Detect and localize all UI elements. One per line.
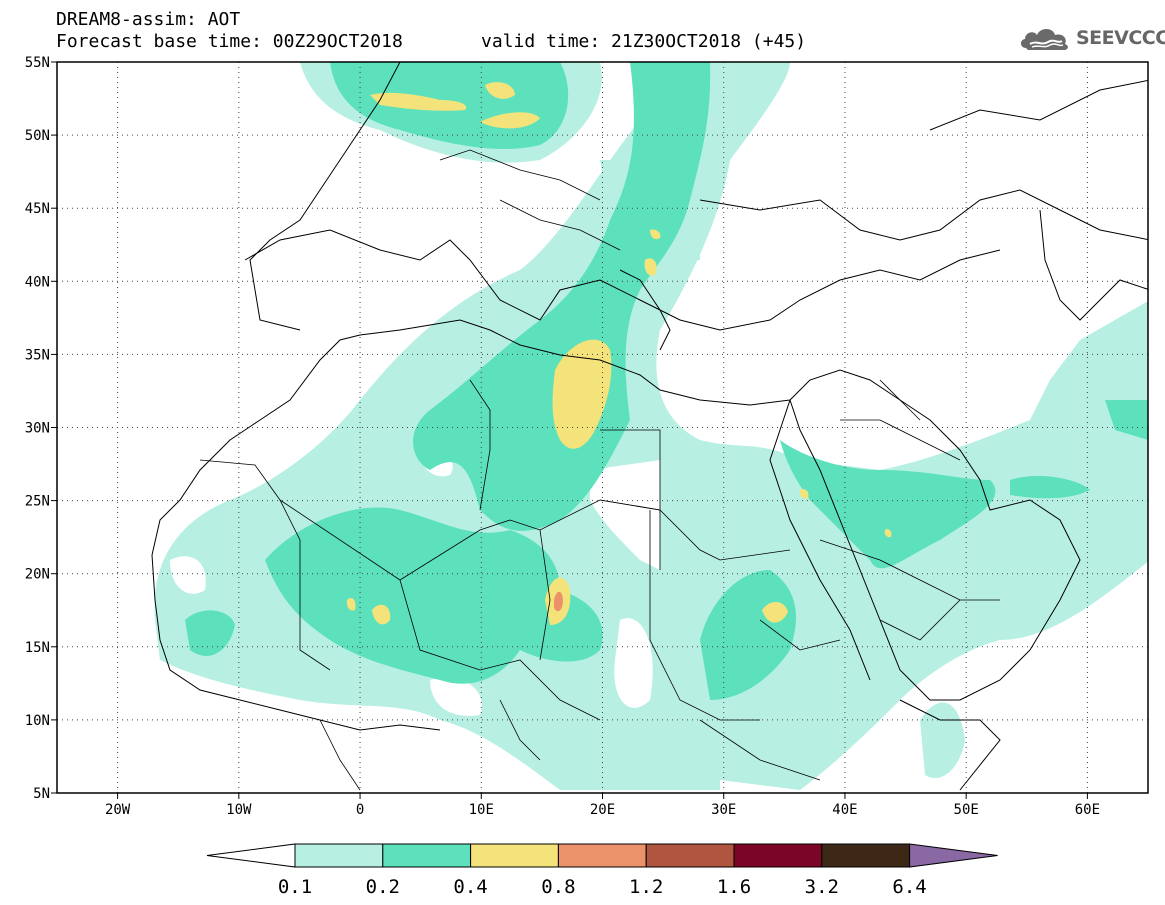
aot-level-0.8 (554, 591, 563, 612)
lon-tick-label: 30E (711, 802, 736, 818)
lat-tick-label: 45N (25, 201, 50, 217)
colorbar-label: 0.8 (541, 876, 575, 898)
seevccc-logo: SEEVCCC (1018, 24, 1165, 52)
title-line1: DREAM8-assim: AOT (56, 9, 241, 30)
colorbar: 0.1 0.2 0.4 0.8 1.2 1.6 3.2 6.4 (206, 843, 998, 898)
colorbar-segment (557, 843, 647, 868)
colorbar-segment (470, 843, 559, 868)
latitude-labels: 55N 50N 45N 40N 35N 30N 25N 20N 15N 10N 5N (25, 55, 57, 802)
forecast-base-time: Forecast base time: 00Z29OCT2018 (56, 31, 403, 52)
lat-tick-label: 35N (25, 347, 50, 363)
colorbar-arrow-low (206, 843, 296, 868)
lon-tick-label: 10E (469, 802, 494, 818)
coastlines (151, 62, 1148, 791)
lat-tick-label: 5N (33, 786, 50, 802)
lon-tick-label: 20E (590, 802, 615, 818)
colorbar-label: 6.4 (892, 876, 926, 898)
lat-tick-label: 10N (25, 713, 50, 729)
lat-tick-label: 15N (25, 640, 50, 656)
colorbar-segment (645, 843, 735, 868)
lon-tick-label: 20W (105, 802, 131, 818)
aot-clear-areas (170, 416, 830, 790)
lat-tick-label: 50N (25, 128, 50, 144)
lon-tick-label: 60E (1075, 802, 1100, 818)
valid-time: valid time: 21Z30OCT2018 (+45) (481, 31, 807, 52)
colorbar-label: 3.2 (805, 876, 839, 898)
lat-tick-label: 25N (25, 494, 50, 510)
colorbar-label: 1.6 (717, 876, 751, 898)
colorbar-segment (294, 843, 384, 868)
lon-tick-label: 10W (226, 802, 252, 818)
longitude-labels: 20W 10W 0 10E 20E 30E 40E 50E 60E (105, 793, 1100, 818)
colorbar-segment (821, 843, 911, 868)
lat-tick-label: 30N (25, 421, 50, 437)
lon-tick-label: 0 (356, 802, 364, 818)
colorbar-label: 0.2 (366, 876, 400, 898)
lat-tick-label: 40N (25, 274, 50, 290)
country-borders (199, 149, 1000, 791)
colorbar-arrow-high (909, 843, 998, 868)
lon-tick-label: 40E (832, 802, 857, 818)
colorbar-label: 0.1 (278, 876, 312, 898)
logo-text: SEEVCCC (1076, 27, 1165, 49)
colorbar-segment (733, 843, 823, 868)
lon-tick-label: 50E (954, 802, 979, 818)
cloud-icon (1020, 29, 1068, 50)
lat-tick-label: 55N (25, 55, 50, 71)
colorbar-label: 0.4 (453, 876, 487, 898)
aot-field (154, 62, 1148, 790)
colorbar-label: 1.2 (629, 876, 663, 898)
colorbar-segment (382, 843, 472, 868)
lat-tick-label: 20N (25, 567, 50, 583)
